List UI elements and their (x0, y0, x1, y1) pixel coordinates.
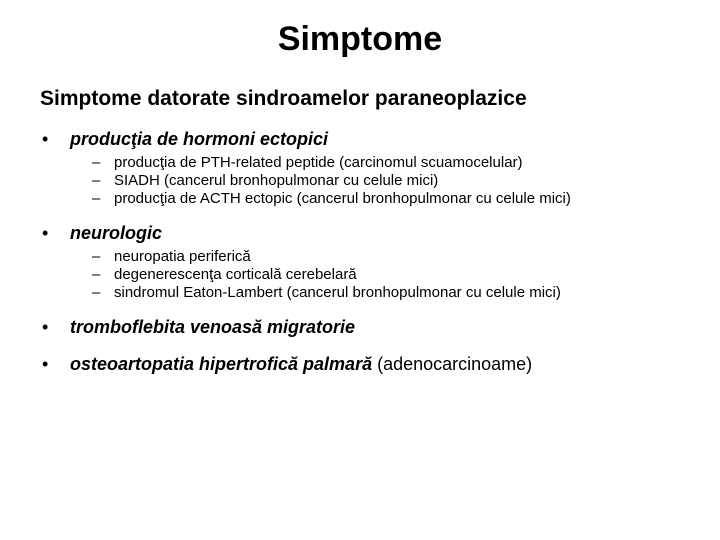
list-item: •producţia de hormoni ectopici–producţia… (40, 129, 680, 207)
sub-item-label: producţia de PTH-related peptide (carcin… (114, 154, 523, 171)
list-item-suffix: (adenocarcinoame) (372, 354, 532, 374)
bullet-icon: • (40, 317, 70, 338)
sub-item-wrap: –neuropatia periferică (40, 248, 251, 265)
list-item-label: osteoartopatia hipertrofică palmară (ade… (70, 354, 532, 375)
list-item: •tromboflebita venoasă migratorie (40, 317, 680, 338)
sub-item-wrap: –sindromul Eaton-Lambert (cancerul bronh… (40, 284, 561, 301)
bullet-icon: • (40, 223, 70, 244)
sub-list-item: –sindromul Eaton-Lambert (cancerul bronh… (40, 284, 680, 301)
dash-icon: – (92, 190, 114, 207)
sub-list: –neuropatia periferică–degenerescenţa co… (40, 248, 680, 301)
list-item-label: neurologic (70, 223, 162, 244)
sub-list-item: –degenerescenţa corticală cerebelară (40, 266, 680, 283)
dash-icon: – (92, 172, 114, 189)
bullet-list: •producţia de hormoni ectopici–producţia… (40, 129, 680, 375)
bullet-row: •neurologic (40, 223, 680, 244)
sub-list-item: –neuropatia periferică (40, 248, 680, 265)
sub-list-item: –SIADH (cancerul bronhopulmonar cu celul… (40, 172, 680, 189)
sub-item-wrap: –producţia de ACTH ectopic (cancerul bro… (40, 190, 571, 207)
slide: Simptome Simptome datorate sindroamelor … (0, 0, 720, 540)
slide-subtitle: Simptome datorate sindroamelor paraneopl… (40, 87, 680, 111)
sub-item-wrap: –degenerescenţa corticală cerebelară (40, 266, 357, 283)
bullet-icon: • (40, 354, 70, 375)
dash-icon: – (92, 266, 114, 283)
sub-item-label: neuropatia periferică (114, 248, 251, 265)
list-item-label: tromboflebita venoasă migratorie (70, 317, 355, 338)
sub-item-wrap: –SIADH (cancerul bronhopulmonar cu celul… (40, 172, 438, 189)
dash-icon: – (92, 284, 114, 301)
list-item-label: producţia de hormoni ectopici (70, 129, 328, 150)
dash-icon: – (92, 248, 114, 265)
sub-list-item: –producţia de PTH-related peptide (carci… (40, 154, 680, 171)
bullet-row: •tromboflebita venoasă migratorie (40, 317, 680, 338)
dash-icon: – (92, 154, 114, 171)
bullet-icon: • (40, 129, 70, 150)
sub-list-item: –producţia de ACTH ectopic (cancerul bro… (40, 190, 680, 207)
sub-item-label: SIADH (cancerul bronhopulmonar cu celule… (114, 172, 438, 189)
slide-title: Simptome (40, 20, 680, 59)
sub-list: –producţia de PTH-related peptide (carci… (40, 154, 680, 207)
sub-item-label: degenerescenţa corticală cerebelară (114, 266, 357, 283)
bullet-row: •producţia de hormoni ectopici (40, 129, 680, 150)
list-item: •neurologic–neuropatia periferică–degene… (40, 223, 680, 301)
sub-item-label: sindromul Eaton-Lambert (cancerul bronho… (114, 284, 561, 301)
list-item: •osteoartopatia hipertrofică palmară (ad… (40, 354, 680, 375)
bullet-row: •osteoartopatia hipertrofică palmară (ad… (40, 354, 680, 375)
sub-item-wrap: –producţia de PTH-related peptide (carci… (40, 154, 523, 171)
sub-item-label: producţia de ACTH ectopic (cancerul bron… (114, 190, 571, 207)
